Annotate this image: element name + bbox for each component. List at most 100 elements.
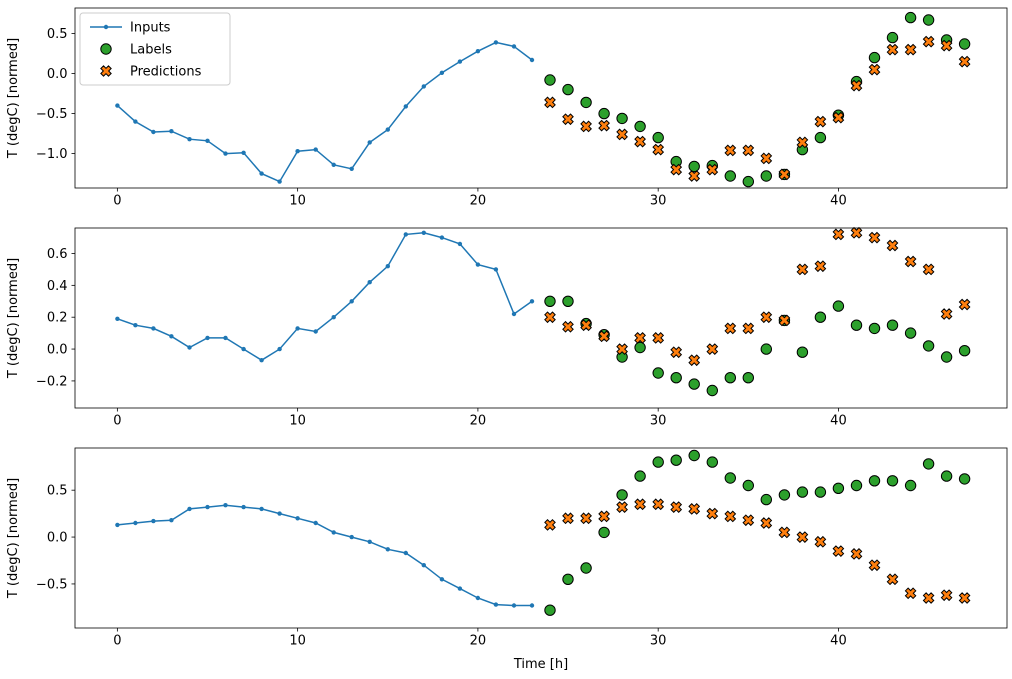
inputs-point xyxy=(295,326,300,331)
inputs-point xyxy=(367,280,372,285)
y-axis: 0.5 0.0 −0.5 xyxy=(36,484,75,592)
y-axis: 0.6 0.4 0.2 0.0 −0.2 xyxy=(36,247,75,389)
y-tick-label: −0.5 xyxy=(36,107,68,122)
inputs-point xyxy=(475,595,481,601)
inputs-point xyxy=(223,151,228,156)
inputs-point xyxy=(511,603,517,608)
labels-marker xyxy=(868,51,881,64)
inputs-series xyxy=(115,40,535,184)
predictions-marker xyxy=(670,501,683,513)
inputs-point xyxy=(295,516,300,521)
inputs-point xyxy=(241,346,246,352)
predictions-marker xyxy=(760,311,773,324)
predictions-marker xyxy=(958,55,971,68)
subplot-1: 0 10 20 30 40 0.5 0.0 −0.5 −1.0 T (degC) [normed]… xyxy=(6,7,1008,209)
predictions-marker xyxy=(850,226,863,239)
inputs-point xyxy=(187,345,192,350)
predictions-marker xyxy=(958,298,971,311)
predictions-marker xyxy=(724,144,737,157)
labels-marker xyxy=(832,482,845,494)
y-axis-label: T (degC) [normed] xyxy=(6,258,21,379)
predictions-marker xyxy=(562,320,574,333)
labels-marker xyxy=(688,160,700,173)
inputs-point xyxy=(151,518,156,524)
inputs-point xyxy=(349,534,354,540)
subplot-3: 0 10 20 30 40 0.5 0.0 −0.5 T (degC) [normed] Time… xyxy=(6,447,1008,672)
inputs-point xyxy=(313,147,318,152)
inputs-point xyxy=(115,103,120,108)
inputs-point xyxy=(115,316,120,321)
inputs-series xyxy=(115,503,535,608)
inputs-point xyxy=(349,299,354,304)
inputs-point xyxy=(439,235,445,240)
y-tick-label: −0.2 xyxy=(36,374,68,389)
labels-marker xyxy=(706,456,718,468)
axes-frame xyxy=(74,227,1008,409)
legend-label: Labels xyxy=(130,43,172,58)
labels-marker xyxy=(886,319,899,331)
x-axis: 0 10 20 30 40 xyxy=(113,408,847,429)
axes-frame xyxy=(74,447,1008,629)
labels-marker xyxy=(814,131,827,144)
inputs-point xyxy=(223,503,228,508)
inputs-point xyxy=(457,59,463,64)
predictions-series xyxy=(544,498,971,604)
predictions-series xyxy=(544,226,971,367)
labels-marker xyxy=(544,604,556,616)
labels-marker xyxy=(886,475,899,487)
labels-marker xyxy=(958,345,971,357)
legend-label: Predictions xyxy=(130,65,202,80)
y-tick-label: 0.0 xyxy=(47,531,68,546)
inputs-point xyxy=(205,504,210,510)
labels-marker xyxy=(778,489,791,501)
predictions-marker xyxy=(742,144,755,157)
predictions-marker xyxy=(652,143,665,156)
labels-marker xyxy=(742,479,754,492)
labels-marker xyxy=(724,472,736,484)
x-tick-label: 10 xyxy=(289,414,306,429)
predictions-marker xyxy=(814,115,827,128)
predictions-marker xyxy=(742,322,755,335)
labels-marker xyxy=(958,38,971,50)
inputs-point xyxy=(223,335,228,341)
labels-marker xyxy=(652,131,664,144)
predictions-marker xyxy=(940,308,953,320)
inputs-point xyxy=(115,522,120,528)
labels-marker xyxy=(886,31,899,44)
inputs-point xyxy=(169,334,174,339)
predictions-marker xyxy=(562,113,574,126)
labels-marker xyxy=(634,341,646,354)
x-tick-label: 20 xyxy=(470,414,487,429)
predictions-marker xyxy=(724,322,737,335)
labels-marker xyxy=(652,367,664,379)
inputs-point xyxy=(493,267,499,272)
inputs-point xyxy=(529,57,535,63)
predictions-marker xyxy=(652,332,665,344)
inputs-point xyxy=(313,329,318,334)
labels-marker xyxy=(580,96,592,109)
inputs-line xyxy=(117,232,533,362)
labels-marker xyxy=(850,319,863,331)
labels-marker xyxy=(724,170,736,182)
legend: Inputs Labels Predictions xyxy=(79,12,231,86)
inputs-point xyxy=(331,530,336,535)
x-tick-label: 0 xyxy=(113,194,121,209)
inputs-point xyxy=(133,520,138,526)
predictions-marker xyxy=(634,135,646,148)
inputs-point xyxy=(367,140,372,145)
x-tick-label: 20 xyxy=(470,194,487,209)
y-tick-label: 0.4 xyxy=(47,279,68,294)
labels-marker xyxy=(958,473,971,485)
labels-marker xyxy=(760,493,772,506)
labels-marker xyxy=(562,573,574,585)
predictions-marker xyxy=(580,319,592,332)
predictions-marker xyxy=(832,545,845,557)
labels-marker xyxy=(616,112,628,125)
predictions-marker xyxy=(688,503,701,515)
predictions-marker xyxy=(688,170,701,182)
inputs-point xyxy=(511,311,517,317)
labels-marker xyxy=(868,322,881,335)
labels-marker xyxy=(688,449,700,462)
predictions-marker xyxy=(706,507,719,520)
predictions-marker xyxy=(904,255,917,268)
